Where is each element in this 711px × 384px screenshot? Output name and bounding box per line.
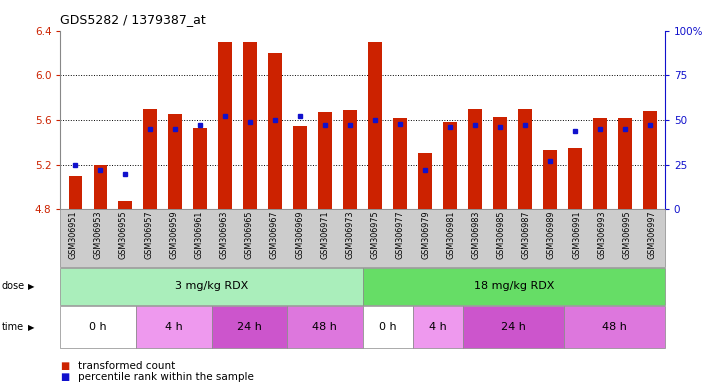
Text: GSM306961: GSM306961 xyxy=(194,210,203,259)
Text: GSM306985: GSM306985 xyxy=(496,210,506,259)
Text: time: time xyxy=(1,322,23,332)
Text: GSM306991: GSM306991 xyxy=(572,210,581,259)
Bar xyxy=(268,53,282,209)
Bar xyxy=(243,42,257,209)
Text: GSM306997: GSM306997 xyxy=(648,210,657,259)
Text: 0 h: 0 h xyxy=(379,322,397,332)
Text: 48 h: 48 h xyxy=(312,322,337,332)
Bar xyxy=(493,117,507,209)
Text: GSM306981: GSM306981 xyxy=(447,210,455,259)
Text: GSM306957: GSM306957 xyxy=(144,210,153,259)
Text: 0 h: 0 h xyxy=(90,322,107,332)
Text: GSM306963: GSM306963 xyxy=(220,210,229,259)
Bar xyxy=(518,109,532,209)
Text: GSM306965: GSM306965 xyxy=(245,210,254,259)
Text: ▶: ▶ xyxy=(28,323,35,332)
Text: GSM306977: GSM306977 xyxy=(396,210,405,259)
Text: dose: dose xyxy=(1,281,25,291)
Bar xyxy=(119,202,132,209)
Bar xyxy=(418,154,432,209)
Text: 24 h: 24 h xyxy=(501,322,526,332)
Text: 24 h: 24 h xyxy=(237,322,262,332)
Text: GSM306979: GSM306979 xyxy=(421,210,430,259)
Bar xyxy=(319,112,332,209)
Text: GSM306959: GSM306959 xyxy=(169,210,178,259)
Text: GSM306993: GSM306993 xyxy=(597,210,606,259)
Text: GSM306989: GSM306989 xyxy=(547,210,556,259)
Text: 18 mg/kg RDX: 18 mg/kg RDX xyxy=(474,281,554,291)
Text: ■: ■ xyxy=(60,372,70,382)
Text: 48 h: 48 h xyxy=(602,322,627,332)
Bar xyxy=(218,42,232,209)
Bar xyxy=(368,42,382,209)
Text: ■: ■ xyxy=(60,361,70,371)
Bar xyxy=(643,111,657,209)
Bar xyxy=(593,118,606,209)
Bar xyxy=(94,165,107,209)
Text: transformed count: transformed count xyxy=(78,361,176,371)
Text: 4 h: 4 h xyxy=(165,322,183,332)
Bar xyxy=(443,122,457,209)
Text: GSM306973: GSM306973 xyxy=(346,210,355,259)
Text: GSM306953: GSM306953 xyxy=(94,210,102,259)
Bar xyxy=(68,176,82,209)
Bar xyxy=(568,148,582,209)
Text: GSM306955: GSM306955 xyxy=(119,210,128,259)
Text: GSM306971: GSM306971 xyxy=(321,210,329,259)
Bar xyxy=(144,109,157,209)
Text: 3 mg/kg RDX: 3 mg/kg RDX xyxy=(175,281,248,291)
Text: GSM306983: GSM306983 xyxy=(471,210,481,259)
Text: GSM306975: GSM306975 xyxy=(370,210,380,259)
Text: GSM306951: GSM306951 xyxy=(68,210,77,259)
Text: GSM306967: GSM306967 xyxy=(270,210,279,259)
Text: 4 h: 4 h xyxy=(429,322,447,332)
Bar xyxy=(343,110,357,209)
Text: ▶: ▶ xyxy=(28,282,35,291)
Bar xyxy=(468,109,482,209)
Bar xyxy=(294,126,307,209)
Text: GDS5282 / 1379387_at: GDS5282 / 1379387_at xyxy=(60,13,206,26)
Bar xyxy=(543,150,557,209)
Text: GSM306969: GSM306969 xyxy=(295,210,304,259)
Bar xyxy=(169,114,182,209)
Text: GSM306987: GSM306987 xyxy=(522,210,531,259)
Text: percentile rank within the sample: percentile rank within the sample xyxy=(78,372,254,382)
Bar xyxy=(193,128,207,209)
Bar xyxy=(618,118,631,209)
Bar xyxy=(393,118,407,209)
Text: GSM306995: GSM306995 xyxy=(623,210,631,259)
